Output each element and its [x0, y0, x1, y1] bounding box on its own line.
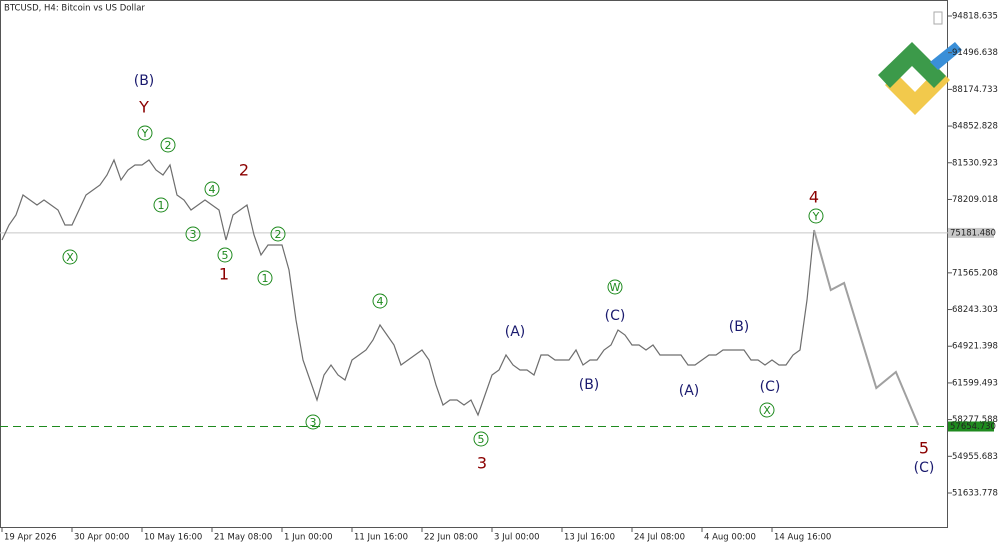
x-tick-label: 24 Jul 08:00 — [634, 533, 685, 543]
logo-green — [878, 42, 946, 88]
wave-label: 3 — [310, 416, 317, 429]
wave-label: (A) — [679, 383, 700, 399]
wave-label: Y — [138, 98, 149, 117]
chart-title: BTCUSD, H4: Bitcoin vs US Dollar — [4, 4, 145, 14]
wave-label: (B) — [729, 319, 750, 335]
x-tick-label: 4 Aug 00:00 — [704, 533, 756, 543]
x-tick-label: 10 May 16:00 — [144, 533, 202, 543]
wave-label: 4 — [377, 295, 384, 308]
wave-label: 3 — [190, 228, 197, 241]
wave-label: 1 — [262, 272, 269, 285]
wave-label: X — [763, 404, 771, 417]
x-tick-label: 3 Jul 00:00 — [494, 533, 540, 543]
wave-label: 4 — [209, 183, 216, 196]
wave-circle — [372, 293, 388, 309]
logo-blue — [930, 42, 962, 70]
x-tick-label: 21 May 08:00 — [214, 533, 272, 543]
wave-circle — [204, 181, 220, 197]
x-tick-label: 14 Aug 16:00 — [774, 533, 831, 543]
y-tick-label: 58277.588 — [952, 415, 998, 425]
y-tick-label: 51633.778 — [952, 488, 998, 498]
price-line — [813, 229, 920, 426]
logo — [878, 42, 962, 115]
wave-label: 4 — [809, 188, 819, 207]
wave-label: 2 — [275, 228, 282, 241]
wave-circle — [607, 279, 623, 295]
wave-circle — [137, 125, 153, 141]
wave-label: 2 — [239, 161, 249, 180]
wave-circle — [257, 270, 273, 286]
wave-label: (C) — [914, 460, 935, 476]
wave-label: 1 — [219, 265, 229, 284]
x-tick-label: 13 Jul 16:00 — [564, 533, 615, 543]
x-tick-label: 30 Apr 00:00 — [74, 533, 129, 543]
wave-circle — [270, 226, 286, 242]
wave-label: 5 — [919, 439, 929, 458]
y-tick-label: 54955.683 — [952, 452, 998, 462]
wave-label: 5 — [478, 433, 485, 446]
wave-label: X — [66, 251, 74, 264]
wave-label: W — [610, 281, 621, 294]
y-tick-label: 88174.733 — [952, 85, 998, 95]
wave-label: (A) — [505, 324, 526, 340]
price-line — [1, 158, 815, 417]
wave-label: Y — [141, 127, 149, 140]
wave-circle — [62, 249, 78, 265]
y-tick-label: 91496.638 — [952, 48, 998, 58]
wave-label: 1 — [158, 199, 165, 212]
wave-circle — [759, 402, 775, 418]
wave-label: 3 — [477, 454, 487, 473]
y-tick-label: 68243.303 — [952, 305, 998, 315]
wave-label: 5 — [222, 249, 229, 262]
price-label: 57654.730 — [950, 422, 996, 432]
wave-circle — [217, 247, 233, 263]
wave-circle — [160, 137, 176, 153]
wave-circle — [305, 414, 321, 430]
wave-label: (C) — [605, 308, 626, 324]
wave-label: (B) — [134, 73, 155, 89]
x-tick-label: 1 Jun 00:00 — [284, 533, 333, 543]
price-box — [948, 227, 994, 238]
wave-label: (C) — [760, 379, 781, 395]
x-tick-label: 11 Jun 16:00 — [354, 533, 408, 543]
wave-label: Y — [812, 210, 820, 223]
price-label: 75181.480 — [950, 228, 996, 238]
y-tick-label: 64921.398 — [952, 342, 998, 352]
y-tick-label: 94818.635 — [952, 11, 998, 21]
wave-circle — [185, 226, 201, 242]
y-tick-label: 71565.208 — [952, 268, 998, 278]
x-tick-label: 22 Jun 08:00 — [424, 533, 478, 543]
wave-circle — [153, 197, 169, 213]
wave-circle — [808, 208, 824, 224]
price-box — [948, 421, 994, 432]
y-tick-label: 61599.493 — [952, 378, 998, 388]
wave-label: 2 — [165, 139, 172, 152]
wave-label: (B) — [579, 377, 600, 393]
wave-circle — [473, 431, 489, 447]
x-tick-label: 19 Apr 2026 — [4, 533, 57, 543]
y-tick-label: 78209.018 — [952, 195, 998, 205]
scroll-button[interactable] — [933, 11, 943, 25]
y-tick-label: 84852.828 — [952, 122, 998, 132]
y-tick-label: 81530.923 — [952, 158, 998, 168]
